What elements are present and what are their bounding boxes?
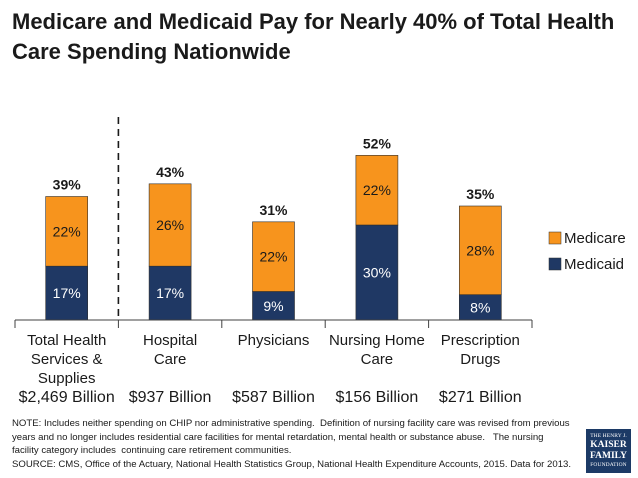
category-label: Prescription Drugs xyxy=(441,332,520,368)
legend-swatch-medicare xyxy=(548,231,562,245)
segment-value-label: 8% xyxy=(470,299,490,315)
category-label: Total Health Services & Supplies xyxy=(27,332,106,387)
logo-line: FAMILY xyxy=(590,451,627,461)
bar-segment-medicare xyxy=(45,196,89,267)
segment-value-label: 17% xyxy=(53,285,81,301)
legend-swatch-medicaid xyxy=(548,257,562,271)
note-line: years and no longer includes residential… xyxy=(12,431,544,443)
total-value-label: 31% xyxy=(259,202,288,218)
bar-segment-medicare xyxy=(355,155,399,226)
logo-line: THE HENRY J. xyxy=(590,433,627,439)
spending-label: $2,469 Billion xyxy=(19,389,115,406)
note-line: facility category includes continuing ca… xyxy=(12,445,292,456)
spending-label: $271 Billion xyxy=(439,389,522,406)
stacked-bar-chart: 17% 22% 39% Total Health Services & Supplies $… xyxy=(14,117,626,406)
segment-value-label: 26% xyxy=(156,217,184,233)
segment-value-label: 9% xyxy=(263,298,283,314)
bar-segment-medicaid xyxy=(148,265,192,321)
spending-label: $156 Billion xyxy=(336,389,419,406)
segment-value-label: 30% xyxy=(363,265,391,281)
segment-value-label: 28% xyxy=(466,242,494,258)
source-line: SOURCE: CMS, Office of the Actuary, Nati… xyxy=(12,458,572,470)
spending-label: $937 Billion xyxy=(129,389,212,406)
chart-footnote: NOTE: Includes neither spending on CHIP … xyxy=(12,417,582,471)
segment-value-label: 22% xyxy=(53,223,81,239)
total-value-label: 43% xyxy=(156,164,185,180)
category-label: Hospital Care xyxy=(143,332,197,368)
note-line: NOTE: Includes neither spending on CHIP … xyxy=(12,418,570,429)
legend-label-medicaid: Medicaid xyxy=(564,256,624,273)
bar-segment-medicare xyxy=(148,183,192,267)
segment-value-label: 17% xyxy=(156,285,184,301)
logo-line: KAISER xyxy=(590,440,627,450)
segment-value-label: 22% xyxy=(259,249,287,265)
category-label: Nursing Home Care xyxy=(329,332,425,368)
bar-segment-medicaid xyxy=(355,224,399,321)
chart-title: Medicare and Medicaid Pay for Nearly 40%… xyxy=(12,9,615,64)
total-value-label: 39% xyxy=(53,177,82,193)
bar-segment-medicaid xyxy=(252,291,295,321)
legend-label-medicare: Medicare xyxy=(564,230,626,247)
total-value-label: 35% xyxy=(466,186,495,202)
segment-value-label: 22% xyxy=(363,182,391,198)
category-label: Physicians xyxy=(238,332,310,349)
kaiser-family-foundation-logo: THE HENRY J. KAISER FAMILY FOUNDATION xyxy=(586,429,631,473)
bar-segment-medicare xyxy=(252,221,295,292)
bar-segment-medicare xyxy=(458,205,502,295)
total-value-label: 52% xyxy=(363,135,392,151)
logo-line: FOUNDATION xyxy=(590,462,627,468)
spending-label: $587 Billion xyxy=(232,389,315,406)
